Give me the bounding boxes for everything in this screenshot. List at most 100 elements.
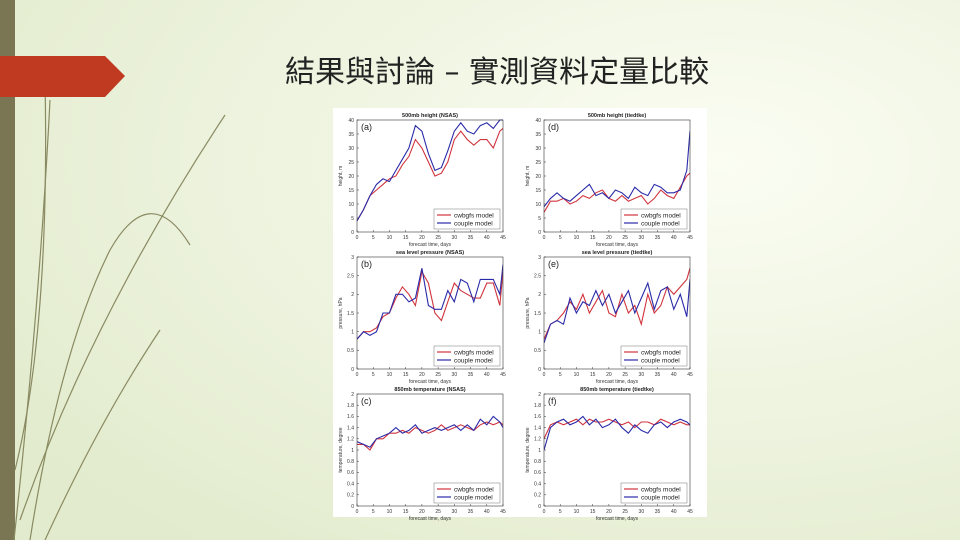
x-tick-label: 10 [387,235,393,241]
y-tick-label: 1.4 [534,425,541,431]
y-tick-label: 0.8 [534,459,541,465]
panel-label: (c) [361,396,372,406]
x-tick-label: 0 [356,509,359,515]
x-tick-label: 40 [484,372,490,378]
y-tick-label: 35 [348,132,354,138]
legend-box [433,482,501,504]
y-tick-label: 0 [538,367,541,373]
x-axis-label: forecast time, days [596,379,638,385]
x-tick-label: 20 [419,372,425,378]
panel-label: (b) [361,259,372,269]
y-axis-label: pressure, hPa [338,297,344,328]
y-tick-label: 1.8 [534,403,541,409]
chart-title: sea level pressure (tiedtke) [582,250,653,256]
panel-label: (f) [548,396,557,406]
x-tick-label: 45 [500,235,506,241]
x-axis-label: forecast time, days [409,242,451,248]
x-axis-label: forecast time, days [409,516,451,522]
plot-area [544,415,690,451]
x-tick-label: 5 [559,235,562,241]
chart-title: 500mb height (tiedtke) [588,113,647,119]
x-tick-label: 20 [419,509,425,515]
x-tick-label: 35 [655,509,661,515]
y-tick-label: 0.4 [347,481,354,487]
y-axis-label: temperature, degree [525,427,531,473]
x-tick-label: 40 [671,235,677,241]
y-tick-label: 5 [351,216,354,222]
plot-area [357,119,503,222]
plot-area [544,268,690,344]
x-tick-label: 10 [574,372,580,378]
x-tick-label: 15 [590,235,596,241]
x-tick-label: 10 [574,235,580,241]
y-tick-label: 1 [538,329,541,335]
y-tick-label: 30 [535,146,541,152]
x-tick-label: 45 [500,372,506,378]
x-tick-label: 5 [372,235,375,241]
x-tick-label: 30 [639,235,645,241]
y-tick-label: 1.6 [347,414,354,420]
y-tick-label: 0.4 [534,481,541,487]
x-tick-label: 35 [655,235,661,241]
y-tick-label: 0.5 [347,348,354,354]
y-tick-label: 2.5 [534,273,541,279]
y-tick-label: 20 [535,174,541,180]
y-tick-label: 2 [538,392,541,398]
y-axis-label: temperature, degree [338,427,344,473]
slide-title: 結果與討論 – 實測資料定量比較 [285,55,709,90]
x-tick-label: 35 [468,235,474,241]
x-tick-label: 45 [687,509,693,515]
y-tick-label: 5 [538,216,541,222]
x-tick-label: 5 [372,509,375,515]
x-tick-label: 0 [543,372,546,378]
plot-area [357,415,503,451]
y-tick-label: 2 [538,292,541,298]
legend-box [433,208,501,230]
y-tick-label: 15 [535,188,541,194]
legend-label: cwbgfs model [641,486,681,493]
legend-label: cwbgfs model [454,349,494,356]
y-tick-label: 40 [348,118,354,124]
x-axis-label: forecast time, days [596,516,638,522]
legend-box [433,345,501,367]
y-tick-label: 25 [348,160,354,166]
x-tick-label: 25 [622,509,628,515]
y-tick-label: 10 [348,202,354,208]
series-line [357,415,503,448]
x-tick-label: 5 [372,372,375,378]
x-tick-label: 20 [606,509,612,515]
x-tick-label: 15 [403,509,409,515]
title-arrow [0,56,125,97]
legend-label: couple model [641,220,680,227]
x-tick-label: 5 [559,509,562,515]
x-tick-label: 15 [403,235,409,241]
x-tick-label: 30 [639,509,645,515]
x-tick-label: 25 [622,235,628,241]
legend-label: couple model [454,220,493,227]
y-tick-label: 0.2 [347,493,354,499]
x-tick-label: 40 [671,372,677,378]
series-line [357,270,503,340]
plot-area [357,264,503,340]
legend-label: couple model [641,494,680,501]
x-tick-label: 25 [435,235,441,241]
x-tick-label: 15 [403,372,409,378]
y-tick-label: 10 [535,202,541,208]
x-tick-label: 45 [687,235,693,241]
y-tick-label: 3 [538,255,541,261]
y-tick-label: 0 [351,504,354,510]
chart-title: 850mb temperature (NSAS) [394,387,465,393]
x-tick-label: 30 [452,235,458,241]
y-tick-label: 0 [538,504,541,510]
decor-lines [13,79,226,541]
y-tick-label: 1 [351,329,354,335]
series-line [357,127,503,222]
x-tick-label: 0 [356,235,359,241]
x-tick-label: 10 [387,372,393,378]
x-tick-label: 25 [622,372,628,378]
x-tick-label: 25 [435,372,441,378]
y-tick-label: 2 [351,392,354,398]
legend-box [620,208,688,230]
charts: 500mb height (NSAS) (a) forecast time, day… [338,113,693,522]
